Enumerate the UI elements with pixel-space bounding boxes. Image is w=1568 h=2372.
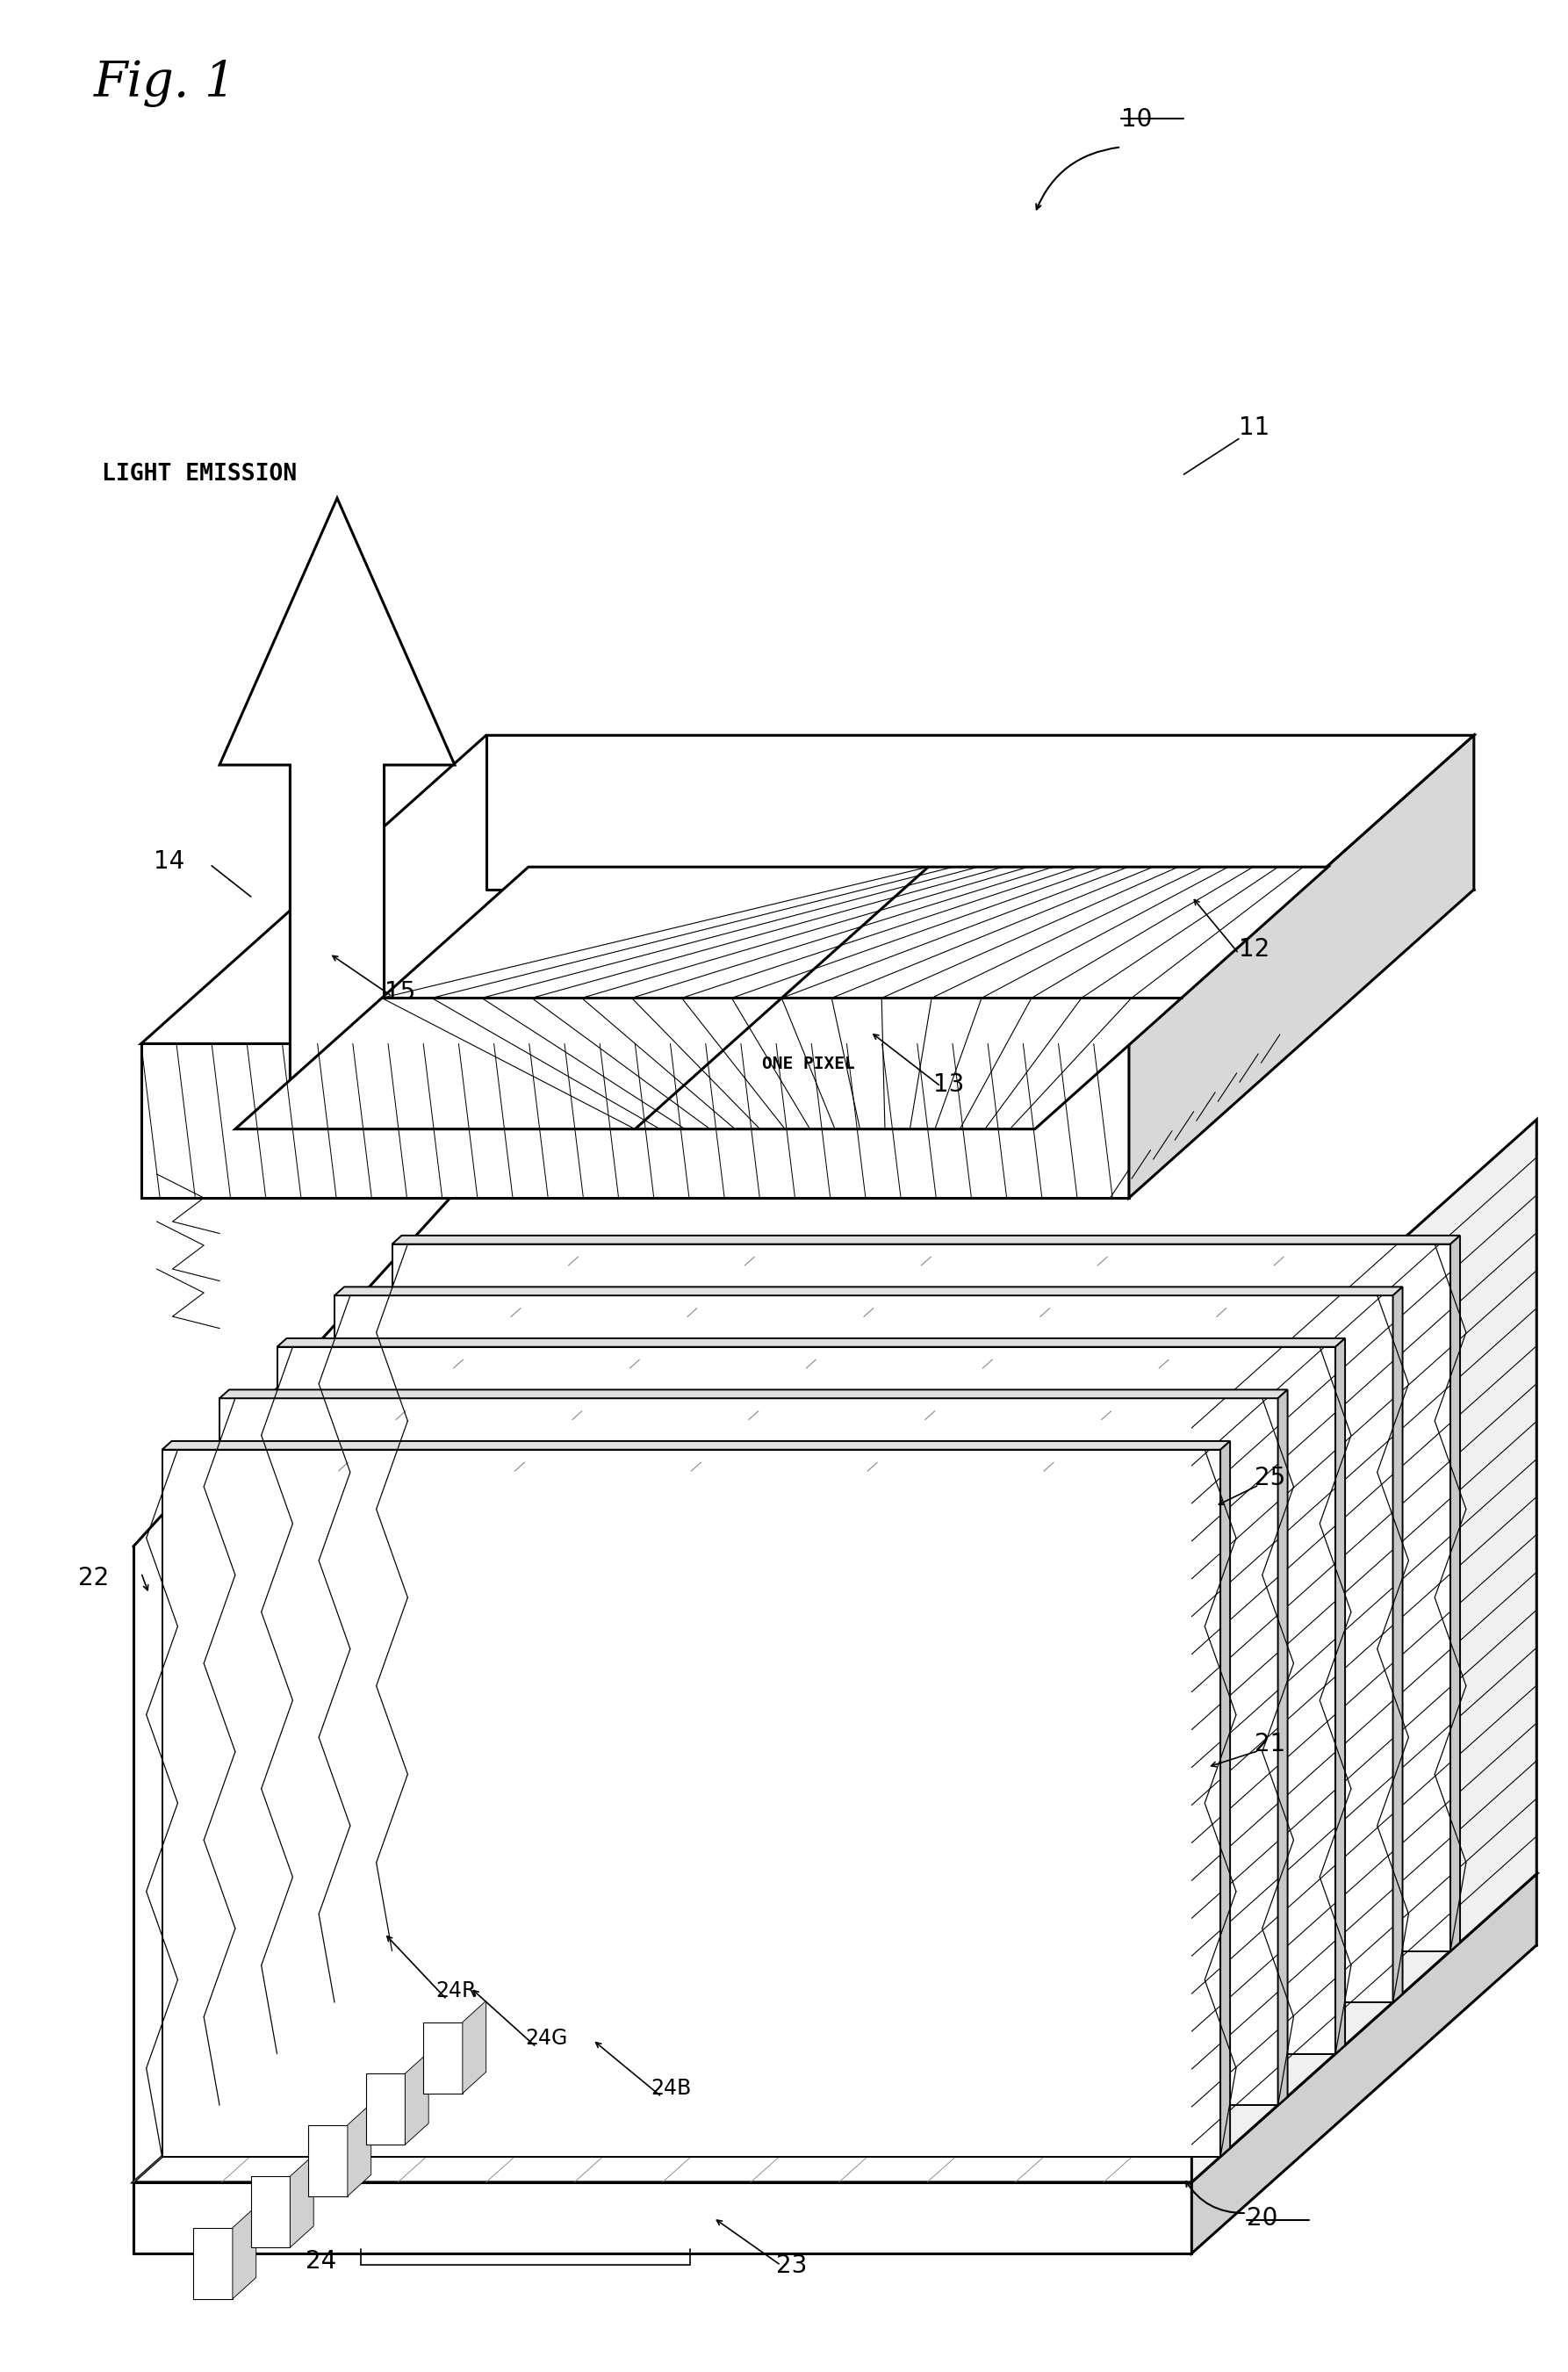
Text: 15: 15 (384, 980, 416, 1003)
Polygon shape (235, 866, 1328, 1129)
Polygon shape (278, 1347, 1336, 2054)
Polygon shape (1450, 1236, 1460, 1950)
Polygon shape (1192, 1120, 1537, 2182)
Polygon shape (290, 2154, 314, 2249)
Polygon shape (278, 1338, 1345, 1347)
Text: 25: 25 (1254, 1466, 1286, 1490)
Polygon shape (423, 2021, 463, 2092)
Polygon shape (220, 1390, 1287, 1399)
Text: 24B: 24B (651, 2078, 691, 2099)
Text: Fig. 1: Fig. 1 (94, 59, 237, 107)
Text: LIGHT EMISSION: LIGHT EMISSION (102, 463, 296, 486)
Polygon shape (348, 2104, 372, 2196)
Polygon shape (133, 1874, 1537, 2182)
Text: 12: 12 (1239, 937, 1270, 961)
Text: 24G: 24G (525, 2028, 568, 2049)
Polygon shape (232, 2206, 256, 2298)
Polygon shape (1192, 1874, 1537, 2253)
Polygon shape (133, 2182, 1192, 2253)
Text: 20: 20 (1247, 2206, 1278, 2230)
Polygon shape (392, 1243, 1450, 1950)
Polygon shape (1336, 1338, 1345, 2054)
Polygon shape (141, 735, 1474, 1044)
Text: 13: 13 (933, 1072, 964, 1096)
Text: 22: 22 (78, 1566, 110, 1589)
Polygon shape (365, 2073, 405, 2144)
Polygon shape (463, 2000, 486, 2092)
Polygon shape (141, 1044, 1129, 1198)
Polygon shape (193, 2227, 232, 2298)
Polygon shape (334, 1288, 1402, 1295)
Polygon shape (1220, 1442, 1229, 2156)
Polygon shape (220, 498, 455, 1091)
Polygon shape (1392, 1288, 1402, 2002)
Polygon shape (405, 2052, 428, 2144)
Text: 24R: 24R (436, 1981, 477, 2002)
Polygon shape (1278, 1390, 1287, 2106)
Text: 11: 11 (1239, 415, 1270, 439)
Polygon shape (1129, 735, 1474, 1198)
Text: 23: 23 (776, 2253, 808, 2277)
Text: ONE PIXEL: ONE PIXEL (762, 1056, 855, 1072)
Polygon shape (220, 1399, 1278, 2106)
Polygon shape (251, 2177, 290, 2249)
Text: 24: 24 (306, 2249, 337, 2272)
Text: 10: 10 (1121, 107, 1152, 130)
Polygon shape (162, 1449, 1220, 2156)
Polygon shape (392, 1236, 1460, 1243)
Polygon shape (162, 1442, 1229, 1449)
Text: 14: 14 (154, 849, 185, 873)
Polygon shape (334, 1295, 1392, 2002)
Polygon shape (309, 2125, 348, 2196)
Text: 21: 21 (1254, 1732, 1286, 1755)
